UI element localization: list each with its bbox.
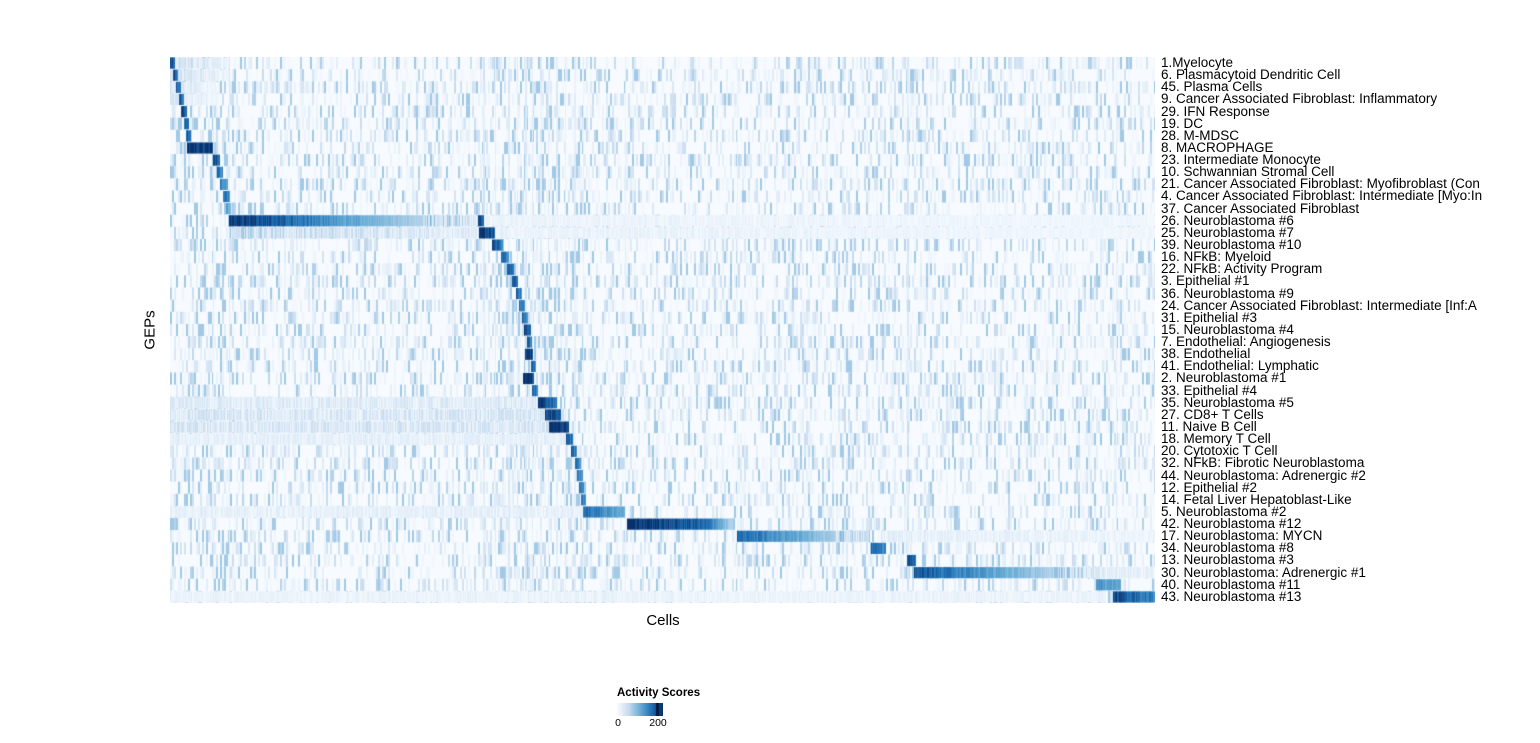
- row-label: 11. Naive B Cell: [1161, 419, 1257, 434]
- row-label: 45. Plasma Cells: [1161, 79, 1263, 95]
- legend: Activity Scores 0 200: [615, 687, 757, 730]
- row-label: 1.Myelocyte: [1161, 55, 1234, 70]
- row-label: 41. Endothelial: Lymphatic: [1161, 358, 1319, 374]
- row-label: 6. Plasmacytoid Dendritic Cell: [1161, 67, 1341, 83]
- colorbar-tick-max: 200: [649, 717, 667, 729]
- row-label: 22. NFkB: Activity Program: [1161, 261, 1323, 277]
- row-label: 33. Epithelial #4: [1161, 382, 1258, 398]
- row-label: 18. Memory T Cell: [1161, 431, 1271, 447]
- row-label: 34. Neuroblastoma #8: [1161, 540, 1294, 556]
- row-label: 28. M-MDSC: [1161, 127, 1240, 143]
- row-label: 43. Neuroblastoma #13: [1161, 588, 1302, 604]
- row-label: 14. Fetal Liver Hepatoblast-Like: [1161, 491, 1352, 507]
- row-labels: 1.Myelocyte 6. Plasmacytoid Dendritic Cel…: [1161, 55, 1540, 604]
- row-label: 25. Neuroblastoma #7: [1161, 224, 1294, 240]
- colorbar-gradient: [617, 703, 663, 716]
- row-label: 39. Neuroblastoma #10: [1161, 237, 1302, 252]
- row-label: 10. Schwannian Stromal Cell: [1161, 164, 1335, 180]
- row-label: 17. Neuroblastoma: MYCN: [1161, 528, 1323, 544]
- row-label: 29. IFN Response: [1161, 103, 1270, 119]
- row-label: 8. MACROPHAGE: [1161, 139, 1274, 155]
- row-label: 9. Cancer Associated Fibroblast: Inflamm…: [1161, 91, 1438, 107]
- row-label: 35. Neuroblastoma #5: [1161, 394, 1294, 410]
- row-label: 24. Cancer Associated Fibroblast: Interm…: [1161, 297, 1477, 313]
- row-label: 32. NFkB: Fibrotic Neuroblastoma: [1161, 455, 1365, 471]
- colorbar-ticks: 0 200: [615, 717, 667, 730]
- row-label: 30. Neuroblastoma: Adrenergic #1: [1161, 564, 1366, 580]
- heatmap-canvas: [170, 57, 1155, 603]
- row-label: 38. Endothelial: [1161, 346, 1251, 362]
- row-label: 19. DC: [1161, 115, 1204, 131]
- row-label: 20. Cytotoxic T Cell: [1161, 443, 1278, 459]
- row-label: 36. Neuroblastoma #9: [1161, 285, 1294, 301]
- x-axis-label: Cells: [646, 612, 680, 629]
- row-label: 31. Epithelial #3: [1161, 309, 1258, 325]
- row-label: 26. Neuroblastoma #6: [1161, 212, 1294, 228]
- row-label: 15. Neuroblastoma #4: [1161, 321, 1294, 337]
- row-label: 42. Neuroblastoma #12: [1161, 516, 1302, 532]
- row-label: 23. Intermediate Monocyte: [1161, 152, 1321, 168]
- colorbar-tick-min: 0: [615, 717, 621, 729]
- row-label: 40. Neuroblastoma #11: [1161, 576, 1301, 592]
- row-label: 37. Cancer Associated Fibroblast: [1161, 200, 1360, 216]
- y-axis-label: GEPs: [141, 310, 159, 350]
- row-label: 16. NFkB: Myeloid: [1161, 249, 1272, 265]
- row-label: 5. Neuroblastoma #2: [1161, 503, 1287, 519]
- row-label: 13. Neuroblastoma #3: [1161, 552, 1294, 568]
- row-label: 7. Endothelial: Angiogenesis: [1161, 334, 1331, 350]
- row-label: 27. CD8+ T Cells: [1161, 406, 1264, 422]
- row-label: 12. Epithelial #2: [1161, 479, 1258, 495]
- row-label: 2. Neuroblastoma #1: [1161, 370, 1287, 386]
- row-label: 4. Cancer Associated Fibroblast: Interme…: [1161, 188, 1483, 204]
- row-label: 44. Neuroblastoma: Adrenergic #2: [1161, 467, 1366, 483]
- row-label: 3. Epithelial #1: [1161, 273, 1250, 289]
- legend-title: Activity Scores: [617, 687, 701, 699]
- row-label: 21. Cancer Associated Fibroblast: Myofib…: [1161, 176, 1480, 192]
